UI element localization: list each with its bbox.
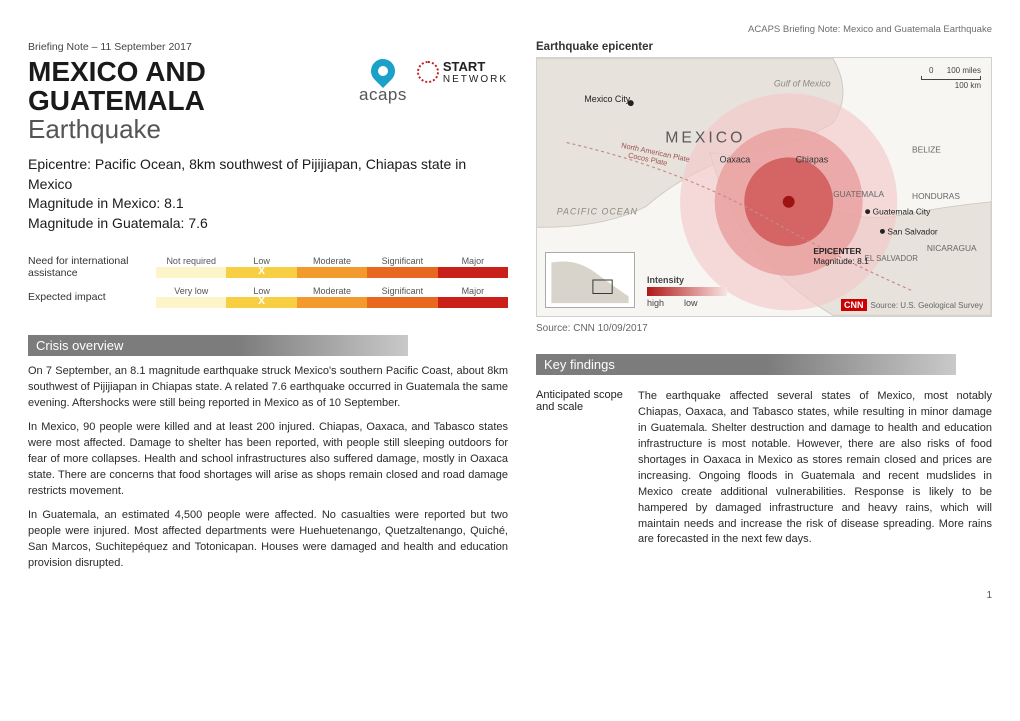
scale-cell: Moderate [297,255,367,279]
dotcircle-icon [417,61,439,83]
scale-cell: Moderate [297,285,367,309]
map-scale-bar: 0 100 miles 100 km [921,66,981,90]
title-line1: MEXICO AND [28,56,206,87]
crisis-overview-head: Crisis overview [28,335,408,356]
severity-scales: Need for international assistance Not re… [28,255,508,309]
lbl-belize: BELIZE [912,144,941,154]
lbl-pacific: PACIFIC OCEAN [557,207,638,217]
cnn-attribution: CNN Source: U.S. Geological Survey [841,300,983,310]
network-text: NETWORK [443,74,508,85]
scale-miles: 100 miles [947,66,981,75]
lbl-mexico: MEXICO [665,130,745,147]
scale-cell: Significant [367,255,437,279]
lbl-guatemala-city: Guatemala City [873,207,932,217]
start-network-logo: START NETWORK [417,59,508,85]
lbl-epicenter1: EPICENTER [813,246,861,256]
epicentre-line2: Magnitude in Mexico: 8.1 [28,194,508,214]
left-column: Briefing Note – 11 September 2017 MEXICO… [28,41,508,580]
header-note: ACAPS Briefing Note: Mexico and Guatemal… [28,24,992,35]
intensity-legend: Intensity high low [647,275,727,308]
legend-title: Intensity [647,275,727,285]
scale-cell: LowX [226,285,296,309]
legend-low: low [684,298,698,308]
scale-cell: Very low [156,285,226,309]
assistance-label: Need for international assistance [28,255,148,279]
right-column: Earthquake epicenter Mexico City [536,41,992,580]
page-number: 1 [28,590,992,601]
pin-icon [366,54,400,88]
lbl-gulf: Gulf of Mexico [774,78,831,88]
epicentre-line3: Magnitude in Guatemala: 7.6 [28,214,508,234]
scale-cell: Major [438,285,508,309]
lbl-epicenter2: Magnitude: 8.1 [813,256,869,266]
scale-cell: Major [438,255,508,279]
scale-km: 100 km [955,81,981,90]
kf-label: Anticipated scope and scale [536,389,624,548]
key-findings-head: Key findings [536,354,956,375]
logo-block: acaps START NETWORK [359,59,508,105]
scale-cell: Significant [367,285,437,309]
assistance-scale: Not requiredLowXModerateSignificantMajor [156,255,508,279]
epicenter-title: Earthquake epicenter [536,41,992,53]
acaps-logo: acaps [359,59,407,105]
crisis-p3: In Guatemala, an estimated 4,500 people … [28,508,508,572]
scale-zero: 0 [929,66,933,75]
epicentre-block: Epicentre: Pacific Ocean, 8km southwest … [28,155,508,233]
epicenter-map: Mexico City MEXICO Gulf of Mexico PACIFI… [536,57,992,317]
cnn-source: Source: U.S. Geological Survey [871,301,984,310]
title-line2: GUATEMALA [28,85,205,116]
impact-label: Expected impact [28,291,148,303]
scale-cell: Not required [156,255,226,279]
start-text: START [443,59,485,74]
crisis-p2: In Mexico, 90 people were killed and at … [28,420,508,500]
lbl-san-salvador: San Salvador [887,226,937,236]
legend-gradient [647,287,727,296]
doc-title: MEXICO AND GUATEMALA Earthquake [28,57,349,143]
lbl-honduras: HONDURAS [912,191,960,201]
lbl-el-salvador: EL SALVADOR [865,254,919,263]
minimap [545,252,635,308]
crisis-p1: On 7 September, an 8.1 magnitude earthqu… [28,364,508,412]
lbl-oaxaca: Oaxaca [720,154,751,164]
lbl-guatemala: GUATEMALA [833,189,884,199]
cnn-badge: CNN [841,299,867,311]
lbl-chiapas: Chiapas [796,154,829,164]
epicentre-line1: Epicentre: Pacific Ocean, 8km southwest … [28,155,508,194]
title-sub: Earthquake [28,116,349,143]
lbl-nicaragua: NICARAGUA [927,243,977,253]
legend-high: high [647,298,664,308]
briefing-date: Briefing Note – 11 September 2017 [28,41,508,53]
lbl-mexico-city: Mexico City [584,94,630,104]
impact-scale: Very lowLowXModerateSignificantMajor [156,285,508,309]
map-source: Source: CNN 10/09/2017 [536,323,992,334]
kf-text: The earthquake affected several states o… [638,389,992,548]
scale-cell: LowX [226,255,296,279]
